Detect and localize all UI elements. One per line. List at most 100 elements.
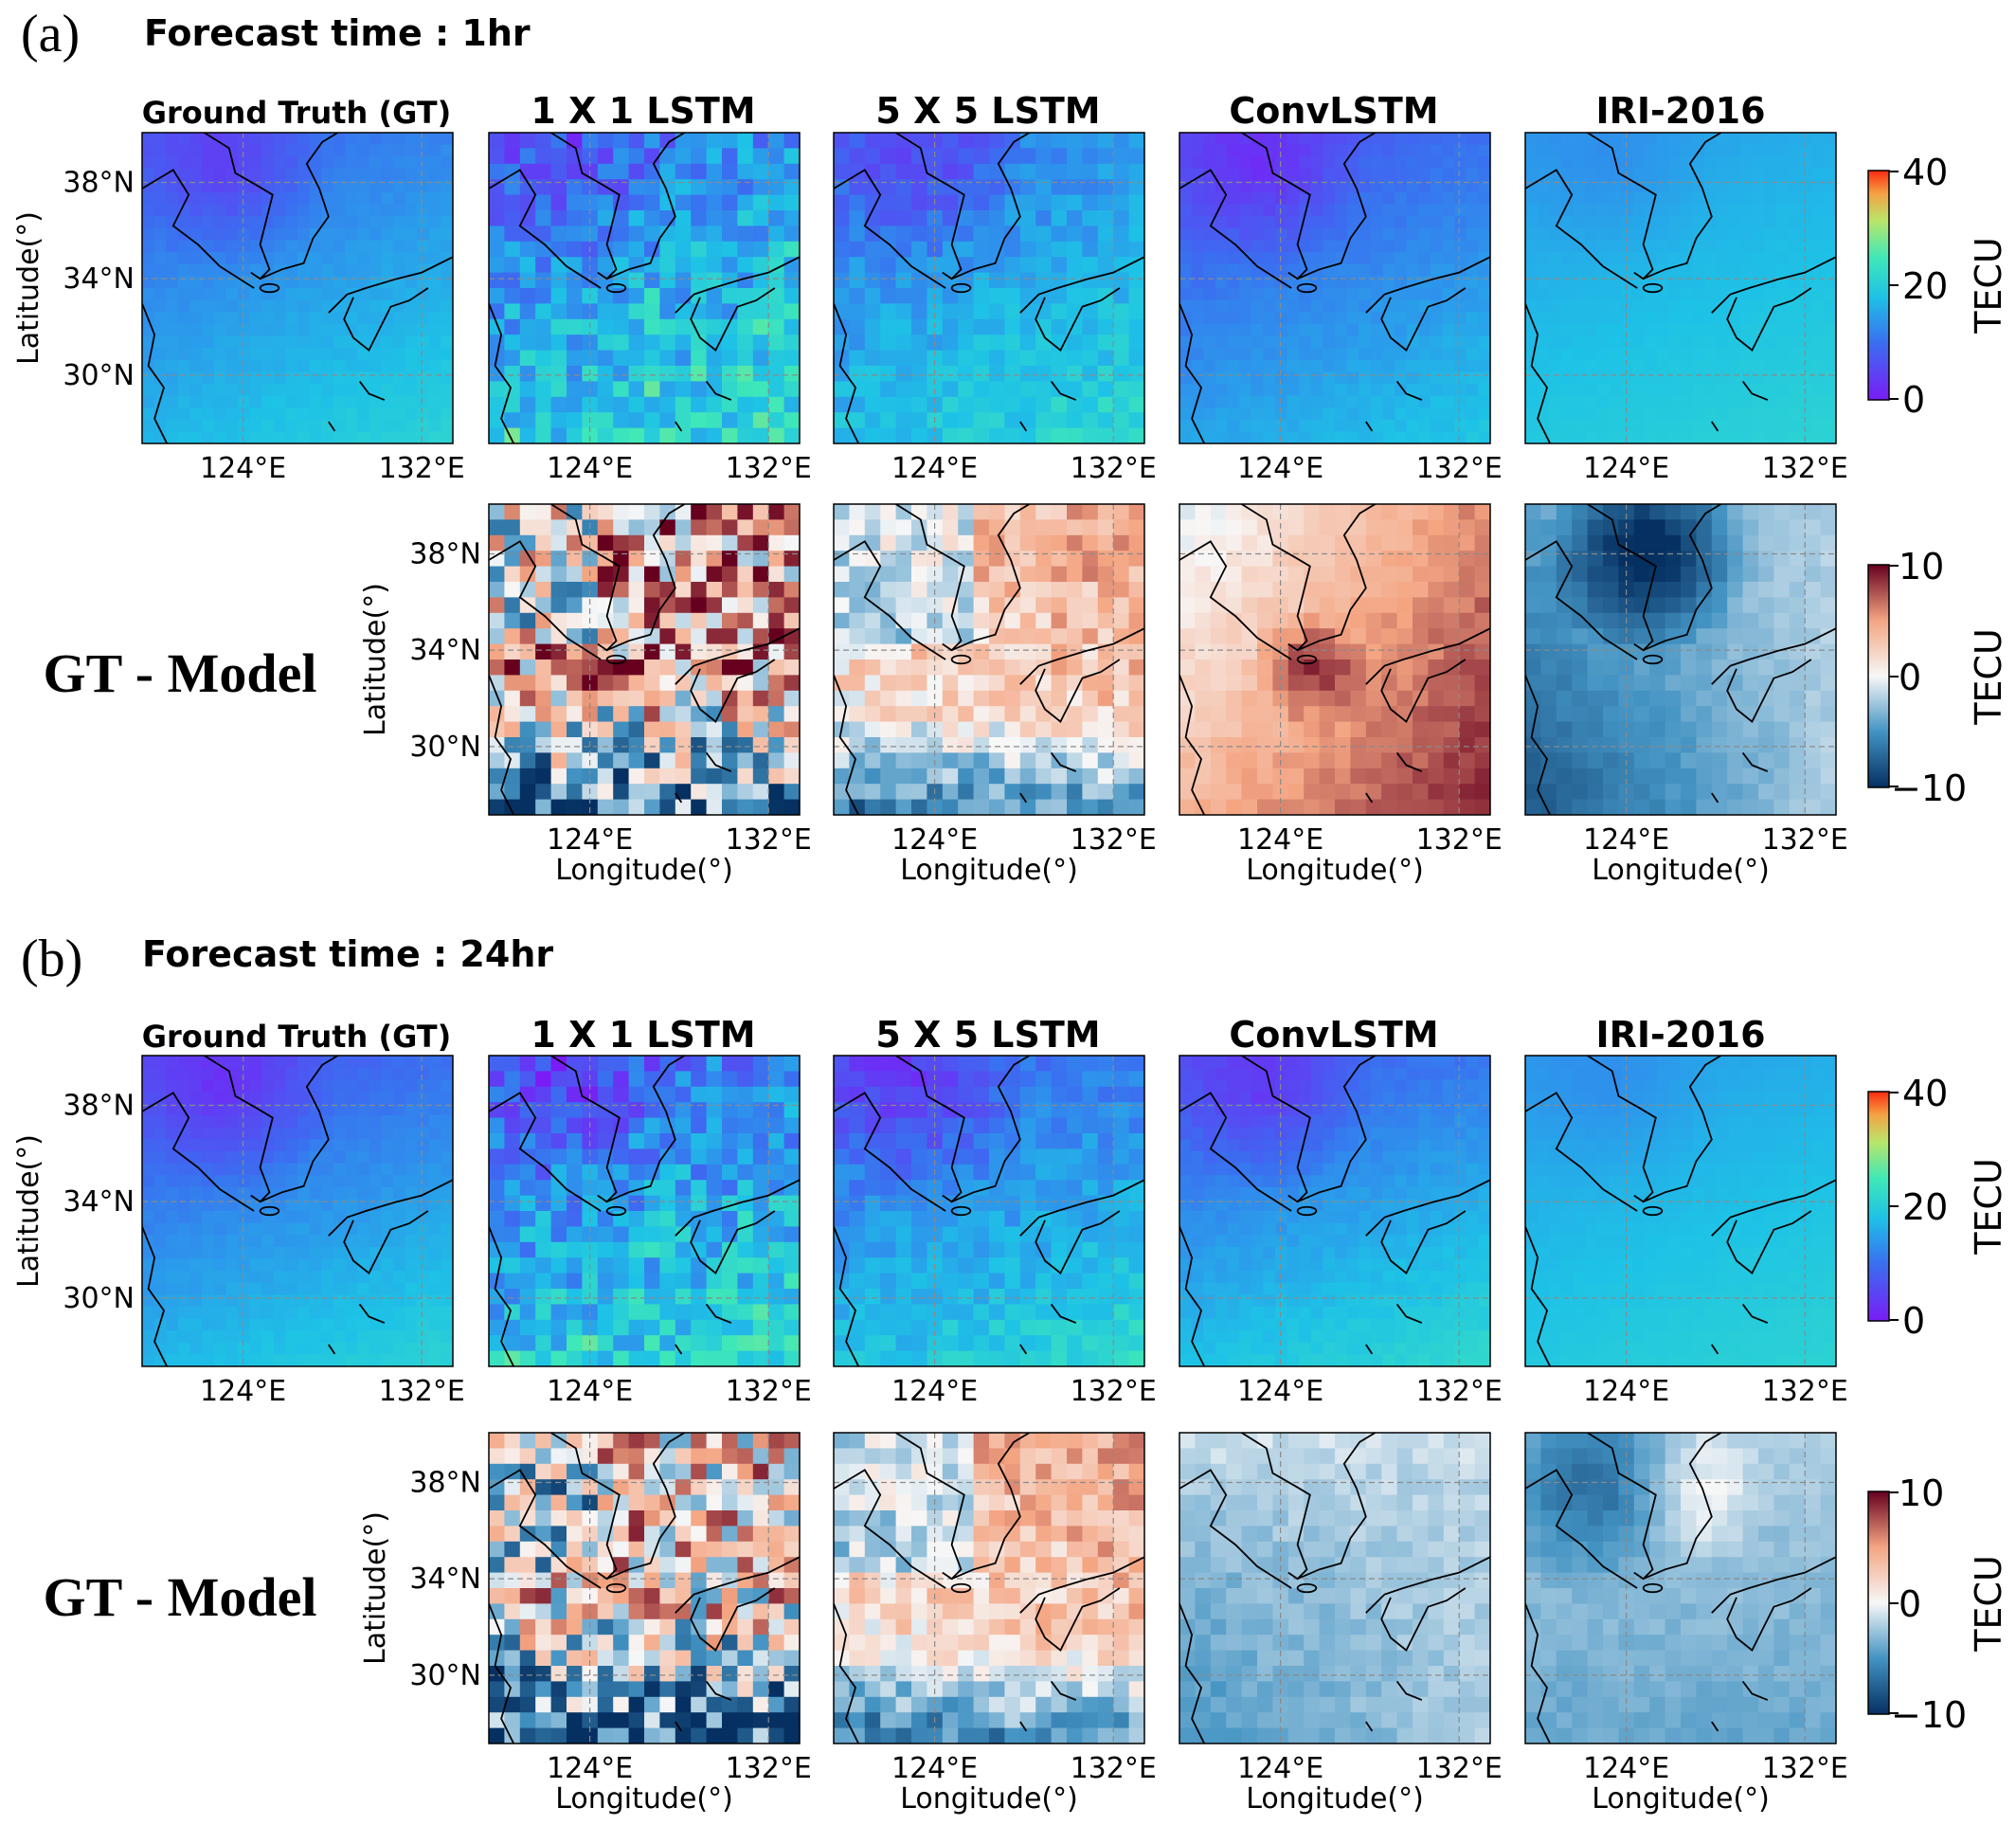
panel-b-tec-colorbar: 40 20 0 TECU xyxy=(1867,1073,2009,1342)
panel-b-tec-iri-cells xyxy=(1525,1056,1836,1366)
panel-b-diff-lstm1-frame xyxy=(488,1432,801,1744)
panel-b-diff-lstm5-xtick-1: 132°E xyxy=(1071,1752,1157,1785)
panel-a-tec-map-convlstm: 124°E 132°E xyxy=(1179,132,1503,485)
panel-a-diff-lstm1-gridlines xyxy=(489,504,800,815)
panel-a-diff-convlstm-xtick-0: 124°E xyxy=(1237,823,1323,857)
panel-b-tec-convlstm-xtick-0: 124°E xyxy=(1237,1375,1323,1408)
panel-a-tec-gt-gridlines xyxy=(142,133,453,443)
panel-b-diff-iri-coastlines xyxy=(1525,1433,1836,1744)
panel-b-tec-convlstm-frame xyxy=(1179,1055,1491,1367)
panel-a-tec-lstm5-frame xyxy=(833,132,1145,444)
panel-a-diff-colorbar: 10 0 −10 TECU xyxy=(1867,546,2009,809)
panel-a-tec-convlstm-cells xyxy=(1179,133,1490,443)
panel-b-tec-map-lstm1: 124°E 132°E xyxy=(488,1055,812,1408)
panel-b-diff-tick-0: 0 xyxy=(1899,1583,1921,1625)
panel-a-title-lstm5: 5 X 5 LSTM xyxy=(875,90,1100,132)
panel-a-diff-iri-frame xyxy=(1524,503,1837,816)
panel-b-tec-gt-ylabel: Latitude(°) xyxy=(12,1134,45,1288)
panel-b-diff-iri-gridlines xyxy=(1525,1433,1836,1744)
panel-b-diff-convlstm-xtick-1: 132°E xyxy=(1416,1752,1503,1785)
panel-b-diff-lstm1-cells xyxy=(489,1433,800,1744)
map-panels: 124°E 132°E 38°N 34°N 30°N Latitude(°) 124°E 13… xyxy=(12,132,1848,1816)
panel-a-tec-gt-xtick-1: 132°E xyxy=(379,452,465,485)
panel-b-tec-gt-coastlines xyxy=(142,1056,453,1366)
panel-a-tec-gt-ytick-0: 38°N xyxy=(63,166,135,199)
panel-b-title-iri: IRI-2016 xyxy=(1595,1014,1765,1056)
panel-a-tec-gt-ylabel: Latitude(°) xyxy=(12,211,45,365)
panel-a-diff-tick-0: 0 xyxy=(1899,657,1921,698)
panel-b-diff-lstm1-xlabel: Longitude(°) xyxy=(555,1782,733,1816)
panel-a-diff-convlstm-coastlines xyxy=(1179,504,1490,815)
panel-a-tec-lstm1-xtick-1: 132°E xyxy=(726,452,812,485)
panel-b-diff-lstm5-coastlines xyxy=(834,1433,1144,1744)
panel-b-diff-iri-frame xyxy=(1524,1432,1837,1744)
panel-a-diff-convlstm-xtick-1: 132°E xyxy=(1416,823,1503,857)
panel-b-tec-lstm1-frame xyxy=(488,1055,801,1367)
panel-b-title-lstm1: 1 X 1 LSTM xyxy=(531,1014,755,1056)
panel-a-letter: (a) xyxy=(21,5,80,63)
panel-a-diff-lstm1-cells xyxy=(489,504,800,815)
panel-b-diff-iri-xtick-1: 132°E xyxy=(1762,1752,1848,1785)
panel-b-diff-lstm5-gridlines xyxy=(834,1433,1144,1744)
panel-a-diff-lstm5-coastlines xyxy=(834,504,1144,815)
panel-b-diff-lstm1-gridlines xyxy=(489,1433,800,1744)
panel-b-tec-convlstm-coastlines xyxy=(1179,1056,1490,1366)
panel-a-tec-gt-frame xyxy=(141,132,454,444)
panel-a-title-lstm1: 1 X 1 LSTM xyxy=(531,90,755,132)
panel-b-diff-lstm1-ytick-0: 38°N xyxy=(409,1466,481,1499)
panel-a-tec-lstm5-xtick-1: 132°E xyxy=(1071,452,1157,485)
panel-a-tec-iri-frame xyxy=(1524,132,1837,444)
panel-b-tec-tick-20: 20 xyxy=(1902,1186,1948,1228)
panel-a-tec-tick-20: 20 xyxy=(1902,265,1948,307)
panel-b-diff-lstm1-ylabel: Latitude(°) xyxy=(359,1511,392,1665)
panel-a-tec-gt-ytick-1: 34°N xyxy=(63,262,135,296)
panel-b-diff-convlstm-frame xyxy=(1179,1432,1491,1744)
panel-a-tec-map-iri: 124°E 132°E xyxy=(1524,132,1848,485)
panel-b-diff-tick-neg10: −10 xyxy=(1891,1694,1967,1736)
panel-a-tec-tick-40: 40 xyxy=(1902,152,1948,193)
panel-a-tec-convlstm-coastlines xyxy=(1179,133,1490,443)
panel-b-tec-gt-frame xyxy=(141,1055,454,1367)
panel-a-diff-convlstm-frame xyxy=(1179,503,1491,816)
panel-b-diff-lstm5-cells xyxy=(834,1433,1144,1744)
panel-a-diff-lstm5-cells xyxy=(834,504,1144,815)
panel-a-diff-tick-10: 10 xyxy=(1899,546,1944,587)
panel-b-tec-gt-cells xyxy=(142,1056,453,1366)
panel-a-diff-lstm5-xtick-1: 132°E xyxy=(1071,823,1157,857)
panel-a-diff-lstm1-xtick-0: 124°E xyxy=(547,823,633,857)
panel-a-diff-iri-coastlines xyxy=(1525,504,1836,815)
panel-b-diff-iri-xlabel: Longitude(°) xyxy=(1592,1782,1770,1816)
panel-b-tec-map-lstm5: 124°E 132°E xyxy=(833,1055,1157,1408)
panel-a-tec-lstm1-coastlines xyxy=(489,133,800,443)
panel-a-diff-iri-gridlines xyxy=(1525,504,1836,815)
panel-a-tec-convlstm-xtick-0: 124°E xyxy=(1237,452,1323,485)
panel-a-diff-convlstm-xlabel: Longitude(°) xyxy=(1246,854,1424,887)
panel-a-diff-colorbar-label: TECU xyxy=(1968,628,2009,726)
panel-a-tec-map-gt: 124°E 132°E 38°N 34°N 30°N Latitude(°) xyxy=(12,132,465,485)
panel-b-tec-tick-0: 0 xyxy=(1902,1300,1925,1342)
panel-a-diff-iri-xtick-1: 132°E xyxy=(1762,823,1848,857)
panel-b-tec-lstm1-xtick-0: 124°E xyxy=(547,1375,633,1408)
panel-b-tec-iri-coastlines xyxy=(1525,1056,1836,1366)
panel-b-tec-lstm1-gridlines xyxy=(489,1056,800,1366)
panel-b-tec-map-gt: 124°E 132°E 38°N 34°N 30°N Latitude(°) xyxy=(12,1055,465,1408)
panel-a-tec-convlstm-frame xyxy=(1179,132,1491,444)
panel-b-tec-lstm5-cells xyxy=(834,1056,1144,1366)
panel-a-tec-map-lstm1: 124°E 132°E xyxy=(488,132,812,485)
panel-a-title-iri: IRI-2016 xyxy=(1595,90,1765,132)
panel-a-diff-lstm1-ytick-1: 34°N xyxy=(409,634,481,667)
panel-b-tec-lstm5-xtick-1: 132°E xyxy=(1071,1375,1157,1408)
panel-b-tec-gt-gridlines xyxy=(142,1056,453,1366)
panel-a-diff-lstm1-ytick-2: 30°N xyxy=(409,731,481,764)
panel-b-diff-lstm5-frame xyxy=(833,1432,1145,1744)
panel-b-title-convlstm: ConvLSTM xyxy=(1229,1014,1438,1056)
panel-b-letter: (b) xyxy=(21,930,82,988)
panel-b-diff-lstm1-ytick-1: 34°N xyxy=(409,1563,481,1596)
panel-b-forecast-title: Forecast time : 24hr xyxy=(142,933,553,975)
panel-b-diff-iri-xtick-0: 124°E xyxy=(1583,1752,1669,1785)
